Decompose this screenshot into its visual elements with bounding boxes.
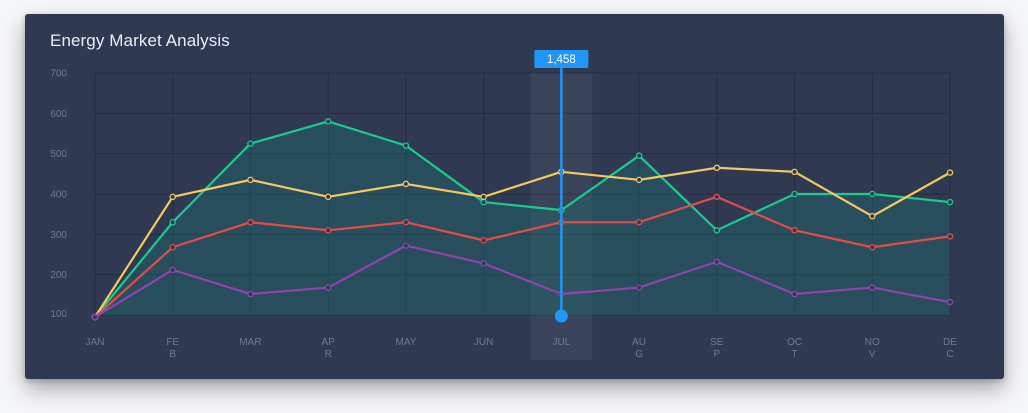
series-point <box>402 242 410 249</box>
series-point <box>791 168 798 176</box>
series-point <box>324 118 332 125</box>
series-point <box>247 140 254 147</box>
x-tick-label: SE P <box>710 337 724 360</box>
series-point <box>169 266 176 274</box>
series-point <box>713 193 721 201</box>
series-point <box>247 218 254 226</box>
series-point <box>480 198 487 206</box>
x-tick-label: FE B <box>166 337 179 360</box>
x-tick-label: JAN <box>86 337 105 348</box>
series-point <box>791 290 798 298</box>
highlight-marker[interactable]: 1,458 <box>534 50 589 323</box>
series-point <box>480 193 487 201</box>
y-tick-label: 200 <box>50 270 67 281</box>
x-tick-label: JUL <box>552 337 570 348</box>
series-point <box>480 237 487 244</box>
series-point <box>713 164 721 172</box>
y-tick-label: 300 <box>50 230 67 241</box>
y-tick-label: 600 <box>50 109 67 120</box>
series-point <box>247 176 254 184</box>
series-point <box>946 198 954 206</box>
y-axis-ticks: 100 200 300 400 500 600 700 <box>50 69 67 321</box>
y-tick-label: 100 <box>50 309 67 320</box>
series-point <box>324 193 332 201</box>
x-tick-label: OC T <box>787 337 802 360</box>
tooltip-value: 1,458 <box>547 54 576 66</box>
series-lines <box>94 120 951 318</box>
series-point <box>169 218 176 226</box>
series-point <box>635 284 643 291</box>
x-tick-label: MAR <box>239 337 261 348</box>
x-tick-label: AU G <box>632 337 646 360</box>
series-point <box>946 169 954 176</box>
series-point <box>869 190 876 198</box>
series-point <box>169 193 176 201</box>
x-tick-label: JUN <box>474 337 493 348</box>
series-point <box>791 190 798 198</box>
tooltip-box <box>534 50 589 68</box>
series-point <box>247 290 254 298</box>
series-line <box>94 195 951 318</box>
series-point <box>169 243 176 251</box>
y-tick-label: 500 <box>50 149 67 160</box>
series-point <box>402 142 410 149</box>
series-line <box>94 120 951 318</box>
series-point <box>635 176 643 184</box>
series-point <box>324 227 332 234</box>
series-point <box>946 233 954 240</box>
chart-card: Energy Market Analysis <box>25 14 1004 379</box>
x-tick-label: MAY <box>395 337 416 348</box>
x-axis-ticks: JAN FE B MAR AP R MAY JUN JUL AU G SE P OC T NO V DE C <box>86 337 958 360</box>
chart-title: Energy Market Analysis <box>50 31 230 50</box>
series-point <box>713 258 721 266</box>
series-point <box>635 152 643 159</box>
series-point <box>402 218 410 226</box>
series-line <box>94 166 951 318</box>
series-point <box>791 227 798 234</box>
x-tick-label: DE C <box>943 337 957 360</box>
series-point <box>869 212 876 220</box>
series-area <box>95 121 950 318</box>
x-tick-label: NO V <box>865 337 880 360</box>
grid <box>94 72 951 316</box>
area-layer <box>95 121 950 318</box>
x-tick-label: AP R <box>322 337 336 360</box>
series-point <box>635 218 643 226</box>
series-point <box>869 284 876 291</box>
series-point <box>480 260 487 267</box>
y-tick-label: 400 <box>50 190 67 201</box>
highlight-handle[interactable] <box>554 309 568 323</box>
y-tick-label: 700 <box>50 69 67 80</box>
series-point <box>324 284 332 291</box>
series-point <box>713 227 721 234</box>
series-point <box>91 313 99 321</box>
series-point <box>402 180 410 188</box>
series-line <box>94 244 951 318</box>
series-point <box>946 298 954 306</box>
series-point <box>869 243 876 251</box>
